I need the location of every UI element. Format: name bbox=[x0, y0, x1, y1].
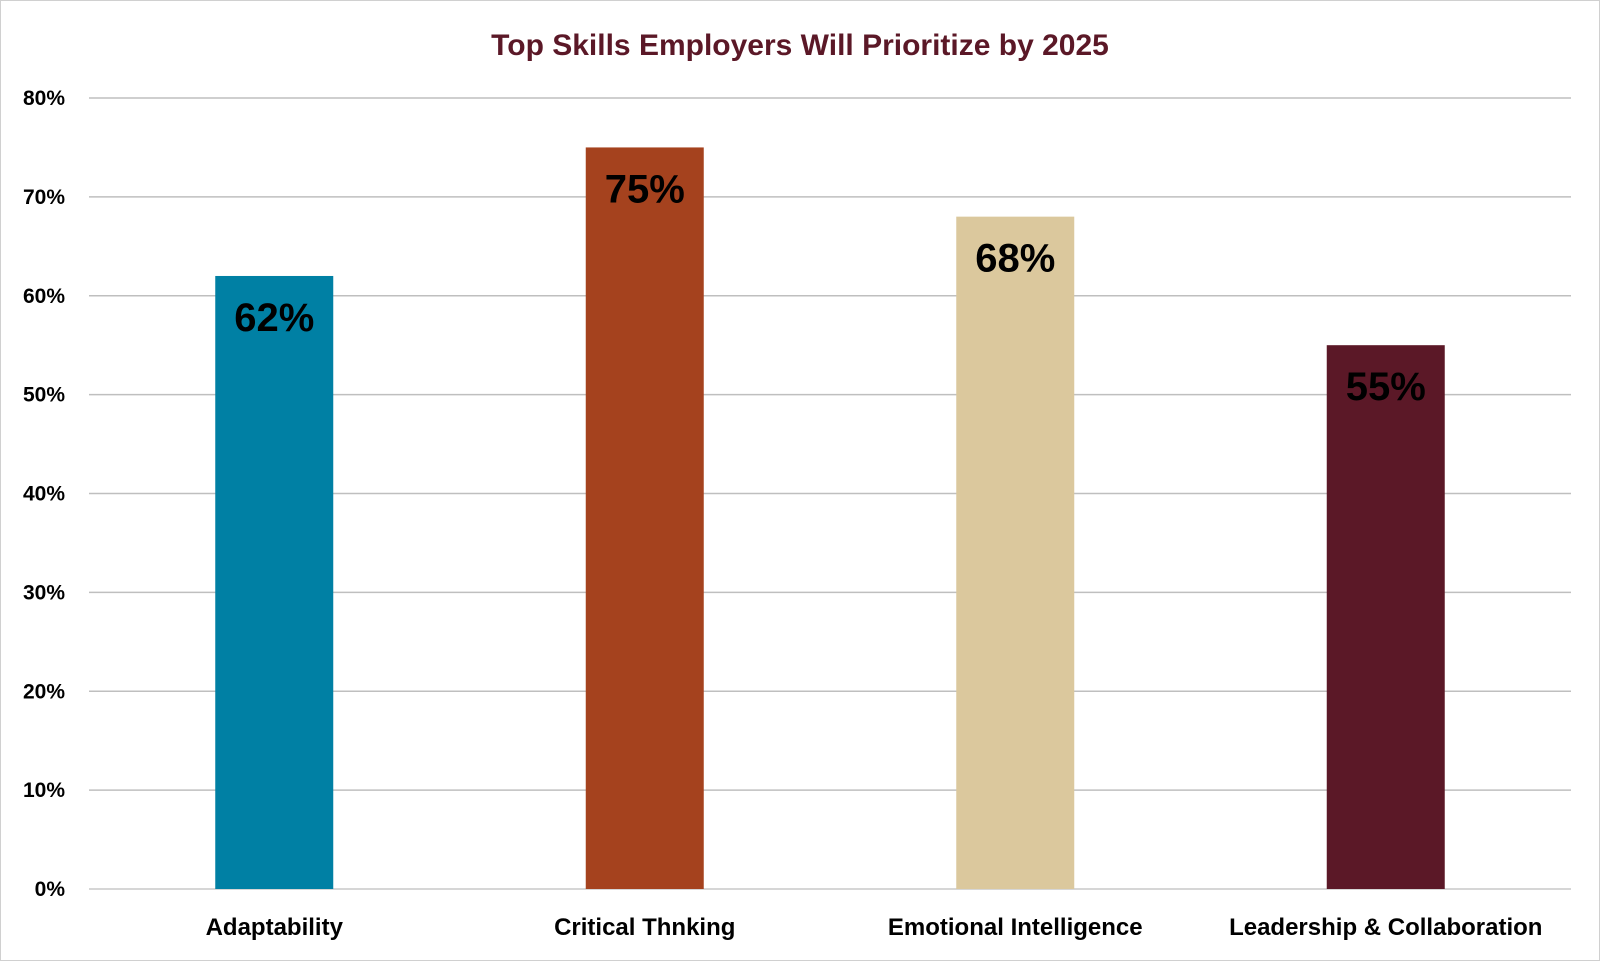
chart-title: Top Skills Employers Will Prioritize by … bbox=[491, 29, 1109, 62]
data-labels: 62% 75% 68% 55% bbox=[234, 167, 1426, 409]
gridlines bbox=[89, 97, 1571, 890]
data-label: 55% bbox=[1346, 365, 1426, 409]
y-tick-label: 60% bbox=[23, 285, 65, 308]
y-tick-label: 30% bbox=[23, 581, 65, 604]
y-tick-label: 80% bbox=[23, 87, 65, 110]
bars bbox=[215, 147, 1445, 890]
y-tick-label: 20% bbox=[23, 680, 65, 703]
bar-adaptability bbox=[215, 275, 334, 890]
y-tick-label: 40% bbox=[23, 483, 65, 506]
x-axis-category-labels: Adaptability Critical Thnking Emotional In… bbox=[206, 914, 1543, 941]
data-label: 75% bbox=[605, 167, 685, 211]
data-label: 68% bbox=[975, 237, 1055, 281]
bar-leadership-collaboration bbox=[1326, 345, 1445, 889]
x-category-label: Adaptability bbox=[206, 914, 344, 941]
data-label: 62% bbox=[234, 296, 314, 340]
bar-emotional-intelligence bbox=[956, 216, 1075, 889]
x-category-label: Leadership & Collaboration bbox=[1229, 914, 1542, 941]
x-category-label: Critical Thnking bbox=[554, 914, 735, 941]
x-category-label: Emotional Intelligence bbox=[888, 914, 1143, 941]
y-axis-tick-labels: 0% 10% 20% 30% 40% 50% 60% 70% 80% bbox=[23, 87, 65, 901]
y-tick-label: 0% bbox=[35, 878, 66, 901]
y-tick-label: 70% bbox=[23, 186, 65, 209]
y-tick-label: 10% bbox=[23, 779, 65, 802]
bar-critical-thnking bbox=[585, 147, 704, 889]
y-tick-label: 50% bbox=[23, 384, 65, 407]
